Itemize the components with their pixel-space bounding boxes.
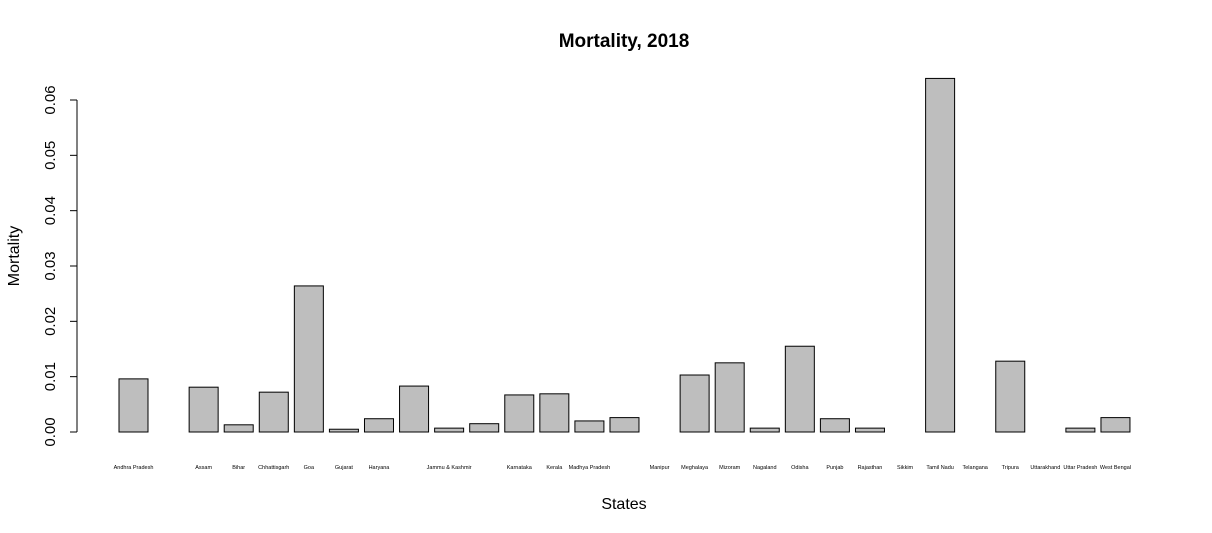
bar [784,345,815,433]
y-tick-label: 0.06 [42,85,59,114]
x-tick-label: Uttarakhand [1030,465,1060,471]
chart-title: Mortality, 2018 [559,31,690,52]
bar [504,394,535,433]
x-tick-label: Meghalaya [681,465,709,471]
x-tick-label: Andhra Pradesh [114,465,154,471]
x-tick-label: Bihar [232,465,245,471]
x-axis-title: States [601,496,646,513]
y-tick-label: 0.01 [42,362,59,391]
bar [328,428,359,433]
bar [1100,417,1131,433]
x-tick-label: Sikkim [897,465,914,471]
x-tick-label: Odisha [791,465,809,471]
bar [434,427,465,433]
bar [854,427,885,433]
x-tick-label: Haryana [369,465,391,471]
x-tick-label: Goa [304,465,315,471]
x-tick-label: Uttar Pradesh [1063,465,1097,471]
bar [925,77,956,433]
y-tick-label: 0.02 [42,307,59,336]
x-tick-label: Kerala [546,465,563,471]
x-tick-label: Assam [195,465,212,471]
y-axis: 0.00 0.01 0.02 0.03 0.04 0.05 0.06 [42,85,78,447]
bar [714,362,745,433]
x-tick-label: Chhattisgarh [258,465,289,471]
bar [363,418,394,433]
y-tick-label: 0.04 [42,196,59,225]
bar [469,423,500,433]
bar [258,391,289,433]
y-tick-label: 0.00 [42,417,59,446]
bar [574,420,605,433]
x-tick-label: Tripura [1002,465,1020,471]
x-tick-label: Manipur [650,465,670,471]
bar [118,378,149,433]
bar [679,374,710,433]
x-tick-label: Tamil Nadu [926,465,954,471]
bar [223,424,254,433]
bar [539,393,570,433]
bar [293,285,324,433]
x-tick-labels: Andhra Pradesh Assam Bihar Chhattisgarh Goa G… [114,465,1131,471]
x-tick-label: Telangana [962,465,988,471]
x-tick-label: Gujarat [335,465,354,471]
x-tick-label: Madhya Pradesh [569,465,611,471]
x-tick-label: Jammu & Kashmir [427,465,472,471]
x-tick-label: Rajasthan [858,465,883,471]
y-tick-label: 0.03 [42,251,59,280]
bar [609,417,640,433]
bar [188,386,219,433]
x-tick-label: Karnataka [507,465,533,471]
x-tick-label: Mizoram [719,465,741,471]
y-tick-label: 0.05 [42,141,59,170]
y-axis-title: Mortality [6,226,23,286]
bar [749,427,780,433]
bar [995,360,1026,433]
x-tick-label: Punjab [826,465,843,471]
x-tick-label: Nagaland [753,465,777,471]
bar [819,418,850,433]
bars-group [118,77,1131,433]
bar [1065,427,1096,433]
bar [399,385,430,433]
x-tick-label: West Bengal [1100,465,1131,471]
